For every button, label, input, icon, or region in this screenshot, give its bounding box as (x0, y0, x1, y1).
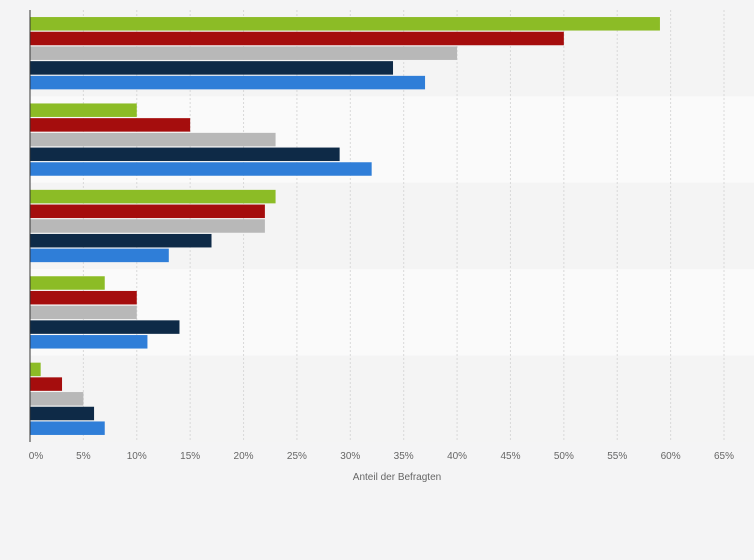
bar-c1-s5[interactable] (30, 75, 426, 90)
bars (30, 17, 660, 435)
bar-c2-s5[interactable] (30, 162, 372, 176)
bar-c1-s4[interactable] (30, 61, 394, 75)
bar-c5-s5[interactable] (30, 421, 105, 435)
bar-c2-s1[interactable] (30, 103, 137, 117)
x-tick-label-8: 40% (447, 451, 467, 462)
x-tick-label-4: 20% (234, 451, 254, 462)
category-bands (30, 10, 754, 442)
bar-c5-s3[interactable] (30, 392, 84, 406)
bar-c3-s1[interactable] (30, 189, 276, 204)
x-tick-label-11: 55% (607, 451, 627, 462)
x-tick-label-1: 5% (76, 451, 91, 462)
bar-c4-s1[interactable] (30, 276, 105, 290)
category-band-4 (30, 269, 754, 356)
x-tick-label-13: 65% (714, 451, 734, 462)
bar-c3-s3[interactable] (30, 219, 265, 233)
x-tick-labels: 0% 5% 10% 15% 20% 25% 30% 35% 40% 45% 50% 55% 60% 65% (29, 451, 734, 462)
x-tick-label-3: 15% (180, 451, 200, 462)
bar-c2-s2[interactable] (30, 118, 191, 132)
bar-c2-s3[interactable] (30, 132, 276, 147)
x-tick-label-9: 45% (500, 451, 520, 462)
bar-c4-s2[interactable] (30, 290, 137, 305)
bar-c3-s4[interactable] (30, 233, 212, 248)
x-tick-label-2: 10% (127, 451, 147, 462)
bar-c3-s5[interactable] (30, 248, 169, 263)
bar-c5-s2[interactable] (30, 377, 63, 391)
bar-c3-s2[interactable] (30, 204, 265, 219)
x-tick-label-12: 60% (661, 451, 681, 462)
x-tick-label-6: 30% (340, 451, 360, 462)
bar-c5-s4[interactable] (30, 406, 95, 421)
category-band-5 (30, 355, 754, 442)
x-tick-label-5: 25% (287, 451, 307, 462)
bar-c2-s4[interactable] (30, 147, 340, 162)
bar-c4-s3[interactable] (30, 305, 137, 320)
bar-c5-s1[interactable] (30, 362, 41, 377)
bar-c1-s1[interactable] (30, 17, 660, 31)
bar-c4-s5[interactable] (30, 335, 148, 349)
x-tick-label-7: 35% (394, 451, 414, 462)
x-tick-label-0: 0% (29, 451, 44, 462)
bar-c4-s4[interactable] (30, 320, 180, 334)
bar-c1-s3[interactable] (30, 46, 458, 60)
x-tick-label-10: 50% (554, 451, 574, 462)
x-axis-title: Anteil der Befragten (353, 472, 441, 483)
bar-c1-s2[interactable] (30, 31, 564, 46)
